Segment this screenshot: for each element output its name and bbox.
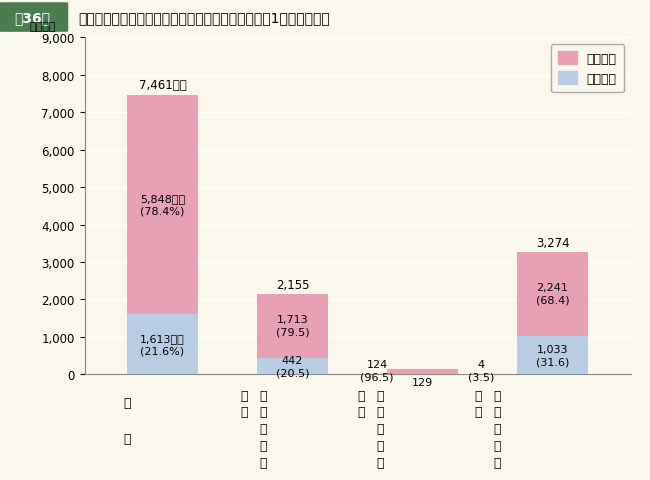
- Text: 人: 人: [376, 406, 384, 419]
- Bar: [127, 96, 198, 314]
- Text: 4
(3.5): 4 (3.5): [468, 359, 494, 381]
- Text: ち: ち: [357, 406, 365, 419]
- Text: 老: 老: [376, 389, 384, 402]
- Text: う: う: [240, 389, 248, 402]
- Text: 計: 計: [123, 432, 131, 445]
- Text: 童: 童: [493, 406, 501, 419]
- Text: 合: 合: [123, 396, 131, 409]
- Text: 費: 費: [376, 456, 384, 469]
- Legend: 補助事業, 単独事業: 補助事業, 単独事業: [551, 45, 624, 93]
- Text: 7,461億円: 7,461億円: [138, 79, 187, 92]
- Text: う: う: [357, 389, 365, 402]
- Text: 442
(20.5): 442 (20.5): [276, 355, 309, 377]
- Text: 1,713
(79.5): 1,713 (79.5): [276, 315, 309, 337]
- Bar: [517, 252, 588, 336]
- Text: 1,033
(31.6): 1,033 (31.6): [536, 344, 569, 366]
- Bar: [257, 294, 328, 358]
- Text: 社: 社: [259, 389, 267, 402]
- FancyBboxPatch shape: [0, 3, 68, 33]
- Bar: [257, 358, 328, 374]
- Text: 124
(96.5): 124 (96.5): [360, 359, 394, 381]
- Text: う: う: [474, 389, 482, 402]
- Text: 福: 福: [376, 422, 384, 435]
- Text: 費: 費: [259, 456, 267, 469]
- Text: （億円）: （億円）: [30, 22, 57, 32]
- Bar: [387, 370, 458, 374]
- Text: 祉: 祉: [259, 439, 267, 452]
- Text: 児: 児: [493, 389, 501, 402]
- Text: 民生費の目的別扶助費（補助・単独）の状況（その1　都道府県）: 民生費の目的別扶助費（補助・単独）の状況（その1 都道府県）: [78, 11, 330, 25]
- Text: 福: 福: [259, 422, 267, 435]
- Text: 5,848億円
(78.4%): 5,848億円 (78.4%): [140, 194, 185, 216]
- Text: 2,155: 2,155: [276, 278, 309, 291]
- Text: 3,274: 3,274: [536, 236, 569, 249]
- Text: 祉: 祉: [493, 439, 501, 452]
- Text: ち: ち: [240, 406, 248, 419]
- Text: 会: 会: [259, 406, 267, 419]
- Text: 1,613億円
(21.6%): 1,613億円 (21.6%): [140, 333, 185, 356]
- Text: 笶36図: 笶36図: [14, 11, 51, 25]
- Bar: [127, 314, 198, 374]
- Text: 費: 費: [493, 456, 501, 469]
- Text: ち: ち: [474, 406, 482, 419]
- Bar: [517, 336, 588, 374]
- Text: 祉: 祉: [376, 439, 384, 452]
- Text: 福: 福: [493, 422, 501, 435]
- Text: 2,241
(68.4): 2,241 (68.4): [536, 283, 569, 305]
- Text: 129: 129: [412, 377, 433, 387]
